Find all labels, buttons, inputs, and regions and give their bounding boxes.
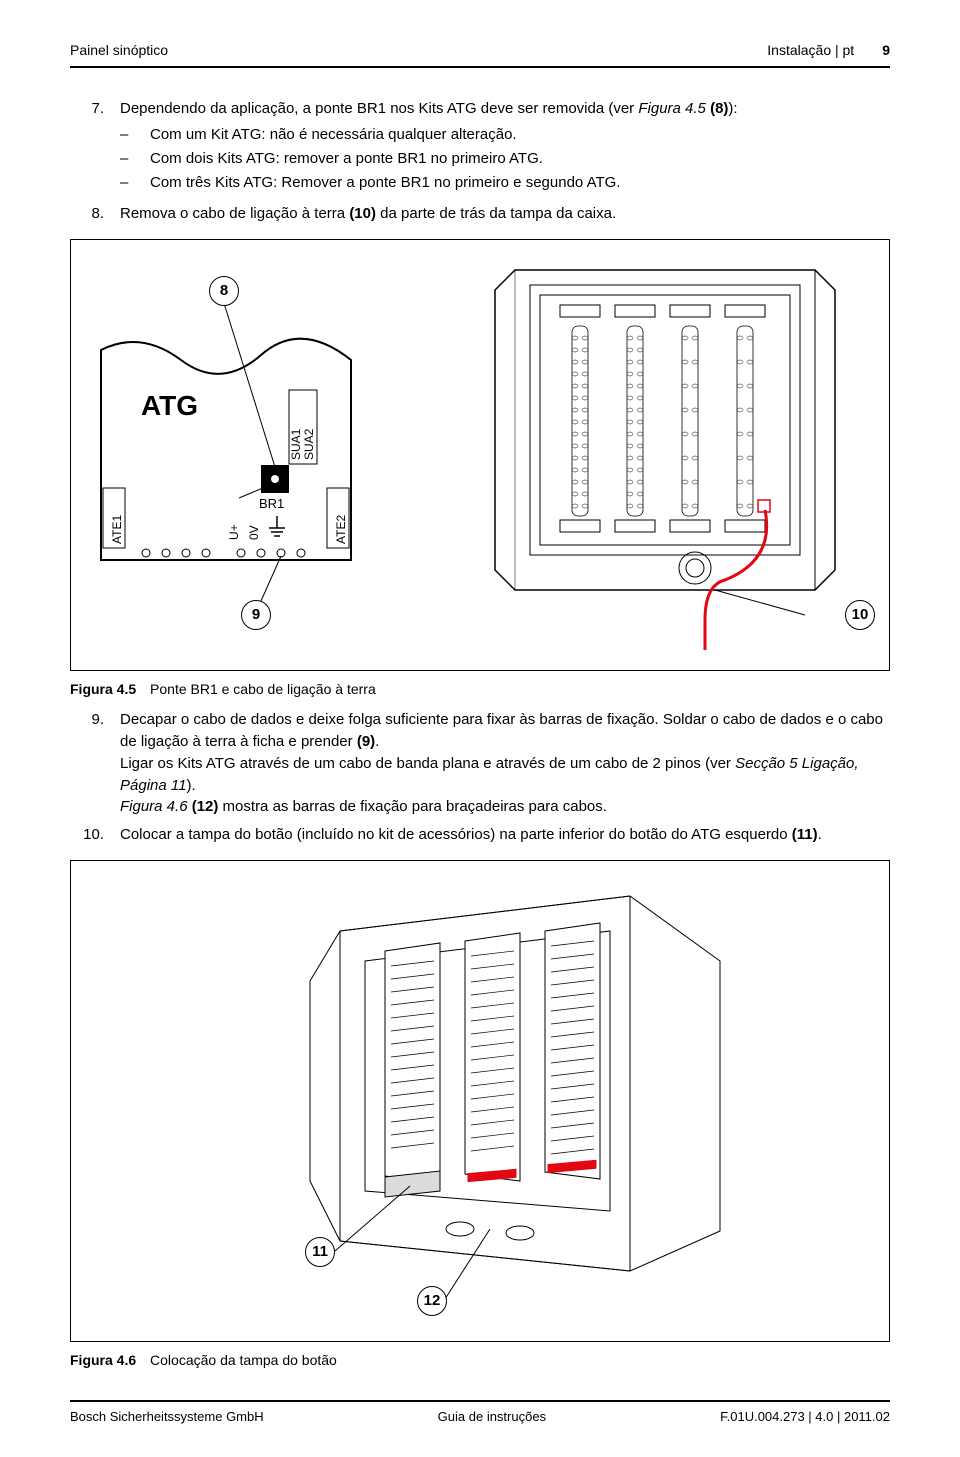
step-7-bullet-1: Com dois Kits ATG: remover a ponte BR1 n…: [150, 148, 543, 170]
step-7-figref: Figura 4.5: [638, 100, 706, 117]
step-8-text-a: Remova o cabo de ligação à terra: [120, 205, 349, 222]
step-9-p2-a: Ligar os Kits ATG através de um cabo de …: [120, 755, 735, 772]
footer-center: Guia de instruções: [438, 1408, 546, 1427]
svg-text:U+: U+: [227, 524, 241, 540]
figure-4-5-caption: Figura 4.5 Ponte BR1 e cabo de ligação à…: [70, 679, 890, 699]
page-header: Painel sinóptico Instalação | pt 9: [70, 40, 890, 68]
step-7-bullet-2: Com três Kits ATG: Remover a ponte BR1 n…: [150, 172, 620, 194]
svg-text:SUA2: SUA2: [302, 428, 316, 460]
svg-text:0V: 0V: [247, 525, 261, 540]
figure-4-5-caption-label: Figura 4.5: [70, 681, 136, 697]
step-9-p3-bold: (12): [188, 798, 219, 815]
figure-4-5-schematic: ATG ATE1 ATE2 SUA2 SUA1 BR1: [91, 260, 431, 650]
header-left: Painel sinóptico: [70, 40, 168, 60]
step-9-p1-a: Decapar o cabo de dados e deixe folga su…: [120, 711, 883, 750]
step-9-p3-b: mostra as barras de fixação para braçade…: [218, 798, 607, 815]
step-9-p2-b: ).: [186, 777, 195, 794]
callout-9: 9: [241, 600, 271, 630]
figure-4-5-caption-text: Ponte BR1 e cabo de ligação à terra: [150, 681, 376, 697]
step-7-bold: (8): [706, 100, 729, 117]
figure-4-5: ATG ATE1 ATE2 SUA2 SUA1 BR1: [70, 239, 890, 671]
header-page-number: 9: [882, 40, 890, 60]
figure-4-6: 11 12: [70, 860, 890, 1342]
step-9-p1-bold: (9): [357, 733, 375, 750]
step-10: 10. Colocar a tampa do botão (incluído n…: [80, 824, 890, 846]
step-10-number: 10.: [80, 824, 104, 846]
svg-text:BR1: BR1: [259, 496, 284, 511]
step-8-number: 8.: [80, 203, 104, 225]
step-10-bold: (11): [792, 826, 818, 843]
svg-text:SUA1: SUA1: [289, 428, 303, 460]
step-7-bullet-0: Com um Kit ATG: não é necessária qualque…: [150, 124, 517, 146]
header-section: Instalação | pt: [767, 40, 854, 60]
svg-text:ATG: ATG: [141, 390, 198, 421]
page-footer: Bosch Sicherheitssysteme GmbH Guia de in…: [70, 1400, 890, 1427]
step-10-text-b: .: [818, 826, 822, 843]
step-10-text-a: Colocar a tampa do botão (incluído no ki…: [120, 826, 792, 843]
callout-10: 10: [845, 600, 875, 630]
step-8: 8. Remova o cabo de ligação à terra (10)…: [80, 203, 890, 225]
step-8-text-b: da parte de trás da tampa da caixa.: [376, 205, 616, 222]
svg-text:ATE2: ATE2: [334, 515, 348, 544]
figure-4-6-caption-label: Figura 4.6: [70, 1352, 136, 1368]
step-7: 7. Dependendo da aplicação, a ponte BR1 …: [80, 98, 890, 197]
footer-left: Bosch Sicherheitssysteme GmbH: [70, 1408, 264, 1427]
svg-text:ATE1: ATE1: [110, 515, 124, 544]
callout-12: 12: [417, 1286, 447, 1316]
figure-4-6-caption-text: Colocação da tampa do botão: [150, 1352, 337, 1368]
step-9-p1-b: .: [375, 733, 379, 750]
figure-4-6-caption: Figura 4.6 Colocação da tampa do botão: [70, 1350, 890, 1370]
step-7-text-b: ):: [728, 100, 737, 117]
step-9: 9. Decapar o cabo de dados e deixe folga…: [80, 709, 890, 818]
step-8-bold: (10): [349, 205, 376, 222]
step-7-number: 7.: [80, 98, 104, 197]
callout-8: 8: [209, 276, 239, 306]
footer-right: F.01U.004.273 | 4.0 | 2011.02: [720, 1408, 890, 1427]
callout-11: 11: [305, 1237, 335, 1267]
figure-4-5-panel: 10: [461, 260, 869, 650]
step-9-number: 9.: [80, 709, 104, 818]
step-7-text-a: Dependendo da aplicação, a ponte BR1 nos…: [120, 100, 638, 117]
step-9-p3-em: Figura 4.6: [120, 798, 188, 815]
